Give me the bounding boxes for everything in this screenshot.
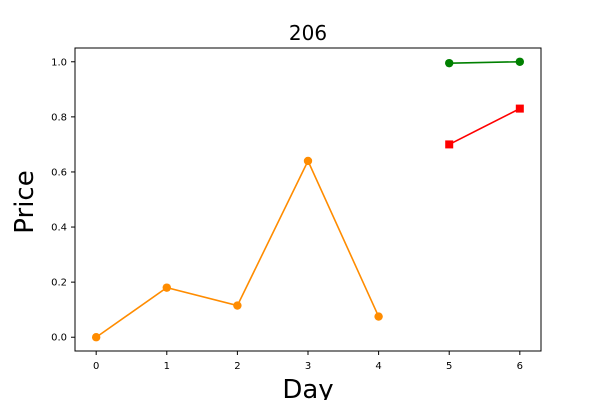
x-tick-label: 3 xyxy=(305,361,311,372)
y-tick-label: 0.2 xyxy=(51,278,67,289)
data-point-prediction xyxy=(515,104,524,113)
x-tick-label: 4 xyxy=(375,361,381,372)
y-tick-label: 0.6 xyxy=(51,167,67,178)
x-tick-label: 0 xyxy=(93,361,99,372)
data-point-actual xyxy=(515,57,525,66)
data-point-history xyxy=(162,283,171,292)
y-axis-label: Price xyxy=(10,170,40,233)
y-tick-label: 1.0 xyxy=(51,57,67,68)
data-point-history xyxy=(233,301,242,310)
data-point-history xyxy=(374,312,383,321)
x-tick-label: 1 xyxy=(164,361,170,372)
data-point-actual xyxy=(445,58,454,68)
series-line-actual xyxy=(449,60,520,64)
data-point-history xyxy=(303,156,313,166)
x-tick-label: 6 xyxy=(517,361,523,372)
y-tick-label: 0.8 xyxy=(51,112,67,123)
series-line-prediction xyxy=(448,107,521,146)
x-tick-label: 2 xyxy=(234,361,240,372)
x-tick-label: 5 xyxy=(446,361,452,372)
plot-area: 0 1 2 3 4 5 6 0.0 0.2 0.4 0.6 0.8 1.0 xyxy=(51,47,542,372)
data-point-prediction xyxy=(445,140,454,149)
data-point-history xyxy=(91,333,101,342)
y-tick-label: 0.0 xyxy=(51,333,67,344)
x-axis-label: Day xyxy=(282,375,333,400)
chart-title: 206 xyxy=(289,21,327,45)
y-tick-label: 0.4 xyxy=(51,223,67,234)
